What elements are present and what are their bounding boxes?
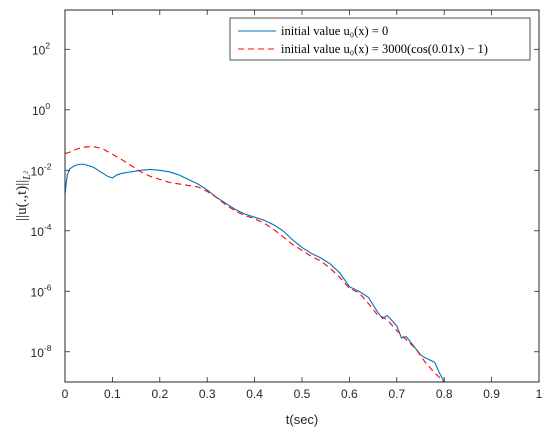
legend-label-series-1: initial value u₀(x) = 0 [281,24,388,38]
svg-text:||u(.,t)||L²: ||u(.,t)||L² [14,170,33,221]
x-tick-label: 0.3 [199,387,216,401]
x-tick-label: 0.5 [294,387,311,401]
x-tick-label: 0.4 [246,387,263,401]
series-layer [64,146,449,383]
x-tick-label: 0.7 [388,387,405,401]
y-tick-label: 10-4 [31,222,52,239]
x-ticks: 0 0.1 0.2 0.3 0.4 0.5 0.6 0.7 0.8 0.9 1 [62,10,543,401]
series-line-2 [64,146,449,383]
x-tick-label: 0.1 [104,387,121,401]
y-ticks: 10-8 10-6 10-4 10-2 100 102 [31,40,539,360]
y-axis-label: ||u(.,t)|| [14,180,30,221]
plot-background [65,10,539,382]
y-axis-label-group: ||u(.,t)||L² [14,170,33,221]
x-tick-label: 0.2 [151,387,168,401]
legend-label-series-2: initial value u₀(x) = 3000(cos(0.01x) − … [281,42,488,56]
x-tick-label: 0.9 [483,387,500,401]
x-tick-label: 0.8 [436,387,453,401]
x-axis-label: t(sec) [286,412,319,427]
x-tick-label: 0.6 [341,387,358,401]
series-line-1 [64,163,449,383]
y-tick-label: 10-6 [31,282,52,299]
x-tick-label: 1 [536,387,543,401]
y-tick-label: 100 [32,101,50,118]
y-tick-label: 10-8 [31,343,52,360]
y-tick-label: 10-2 [31,161,52,178]
legend: initial value u₀(x) = 0 initial value u₀… [229,17,531,61]
x-tick-label: 0 [62,387,69,401]
legend-box [229,17,531,61]
y-tick-label: 102 [32,40,50,57]
y-axis-label-subscript: L² [22,170,33,181]
